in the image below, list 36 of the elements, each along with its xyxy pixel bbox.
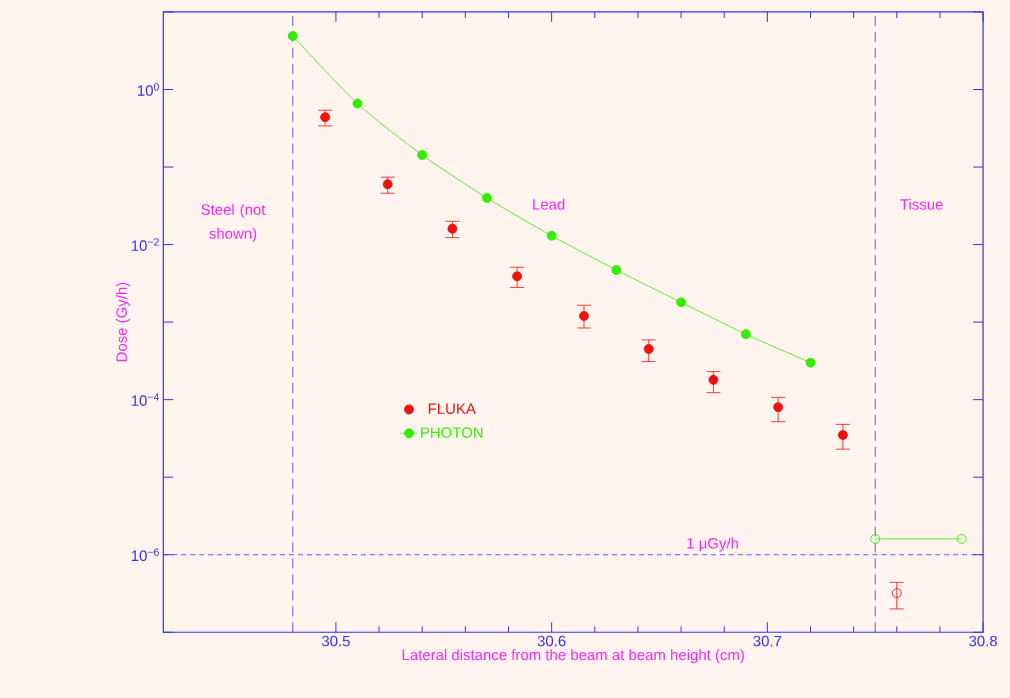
point — [382, 179, 393, 190]
point — [579, 311, 589, 321]
point — [956, 533, 967, 544]
point — [870, 533, 881, 544]
point — [643, 344, 654, 354]
point — [676, 297, 686, 308]
x-tick-label: 30.6 — [537, 635, 566, 647]
x-axis-title: Lateral distance from the beam at beam height (cm) — [402, 649, 744, 664]
point — [512, 271, 523, 282]
x-tick-label: 30.7 — [753, 635, 782, 647]
annotation: Lead — [533, 198, 565, 210]
point — [740, 329, 751, 340]
y-tick-label: 10$^{−4}$ — [131, 393, 160, 406]
point — [352, 98, 363, 109]
point — [805, 357, 816, 368]
annotation: Steel (not shown) — [201, 203, 266, 242]
point — [417, 150, 428, 160]
point — [320, 112, 331, 123]
x-tick-label: 30.8 — [969, 635, 997, 647]
point — [546, 230, 557, 241]
x-tick-label: 30.5 — [321, 635, 350, 647]
y-tick-label: 10$^{0}$ — [137, 83, 159, 96]
legend-label: PHOTON — [421, 427, 483, 438]
point — [611, 265, 622, 275]
point — [837, 430, 848, 440]
point — [481, 192, 492, 203]
point — [891, 588, 902, 599]
y-tick-label: 10$^{−2}$ — [131, 238, 159, 251]
y-tick-label: 10$^{−6}$ — [131, 548, 159, 562]
point — [447, 223, 458, 234]
point — [287, 31, 298, 41]
ref-line-label: 1 μGy/h — [687, 537, 738, 552]
y-axis-title: Dose (Gy/h) — [115, 282, 130, 362]
point — [773, 402, 784, 413]
legend-label: FLUKA — [428, 403, 476, 414]
annotation: Tissue — [900, 198, 943, 210]
